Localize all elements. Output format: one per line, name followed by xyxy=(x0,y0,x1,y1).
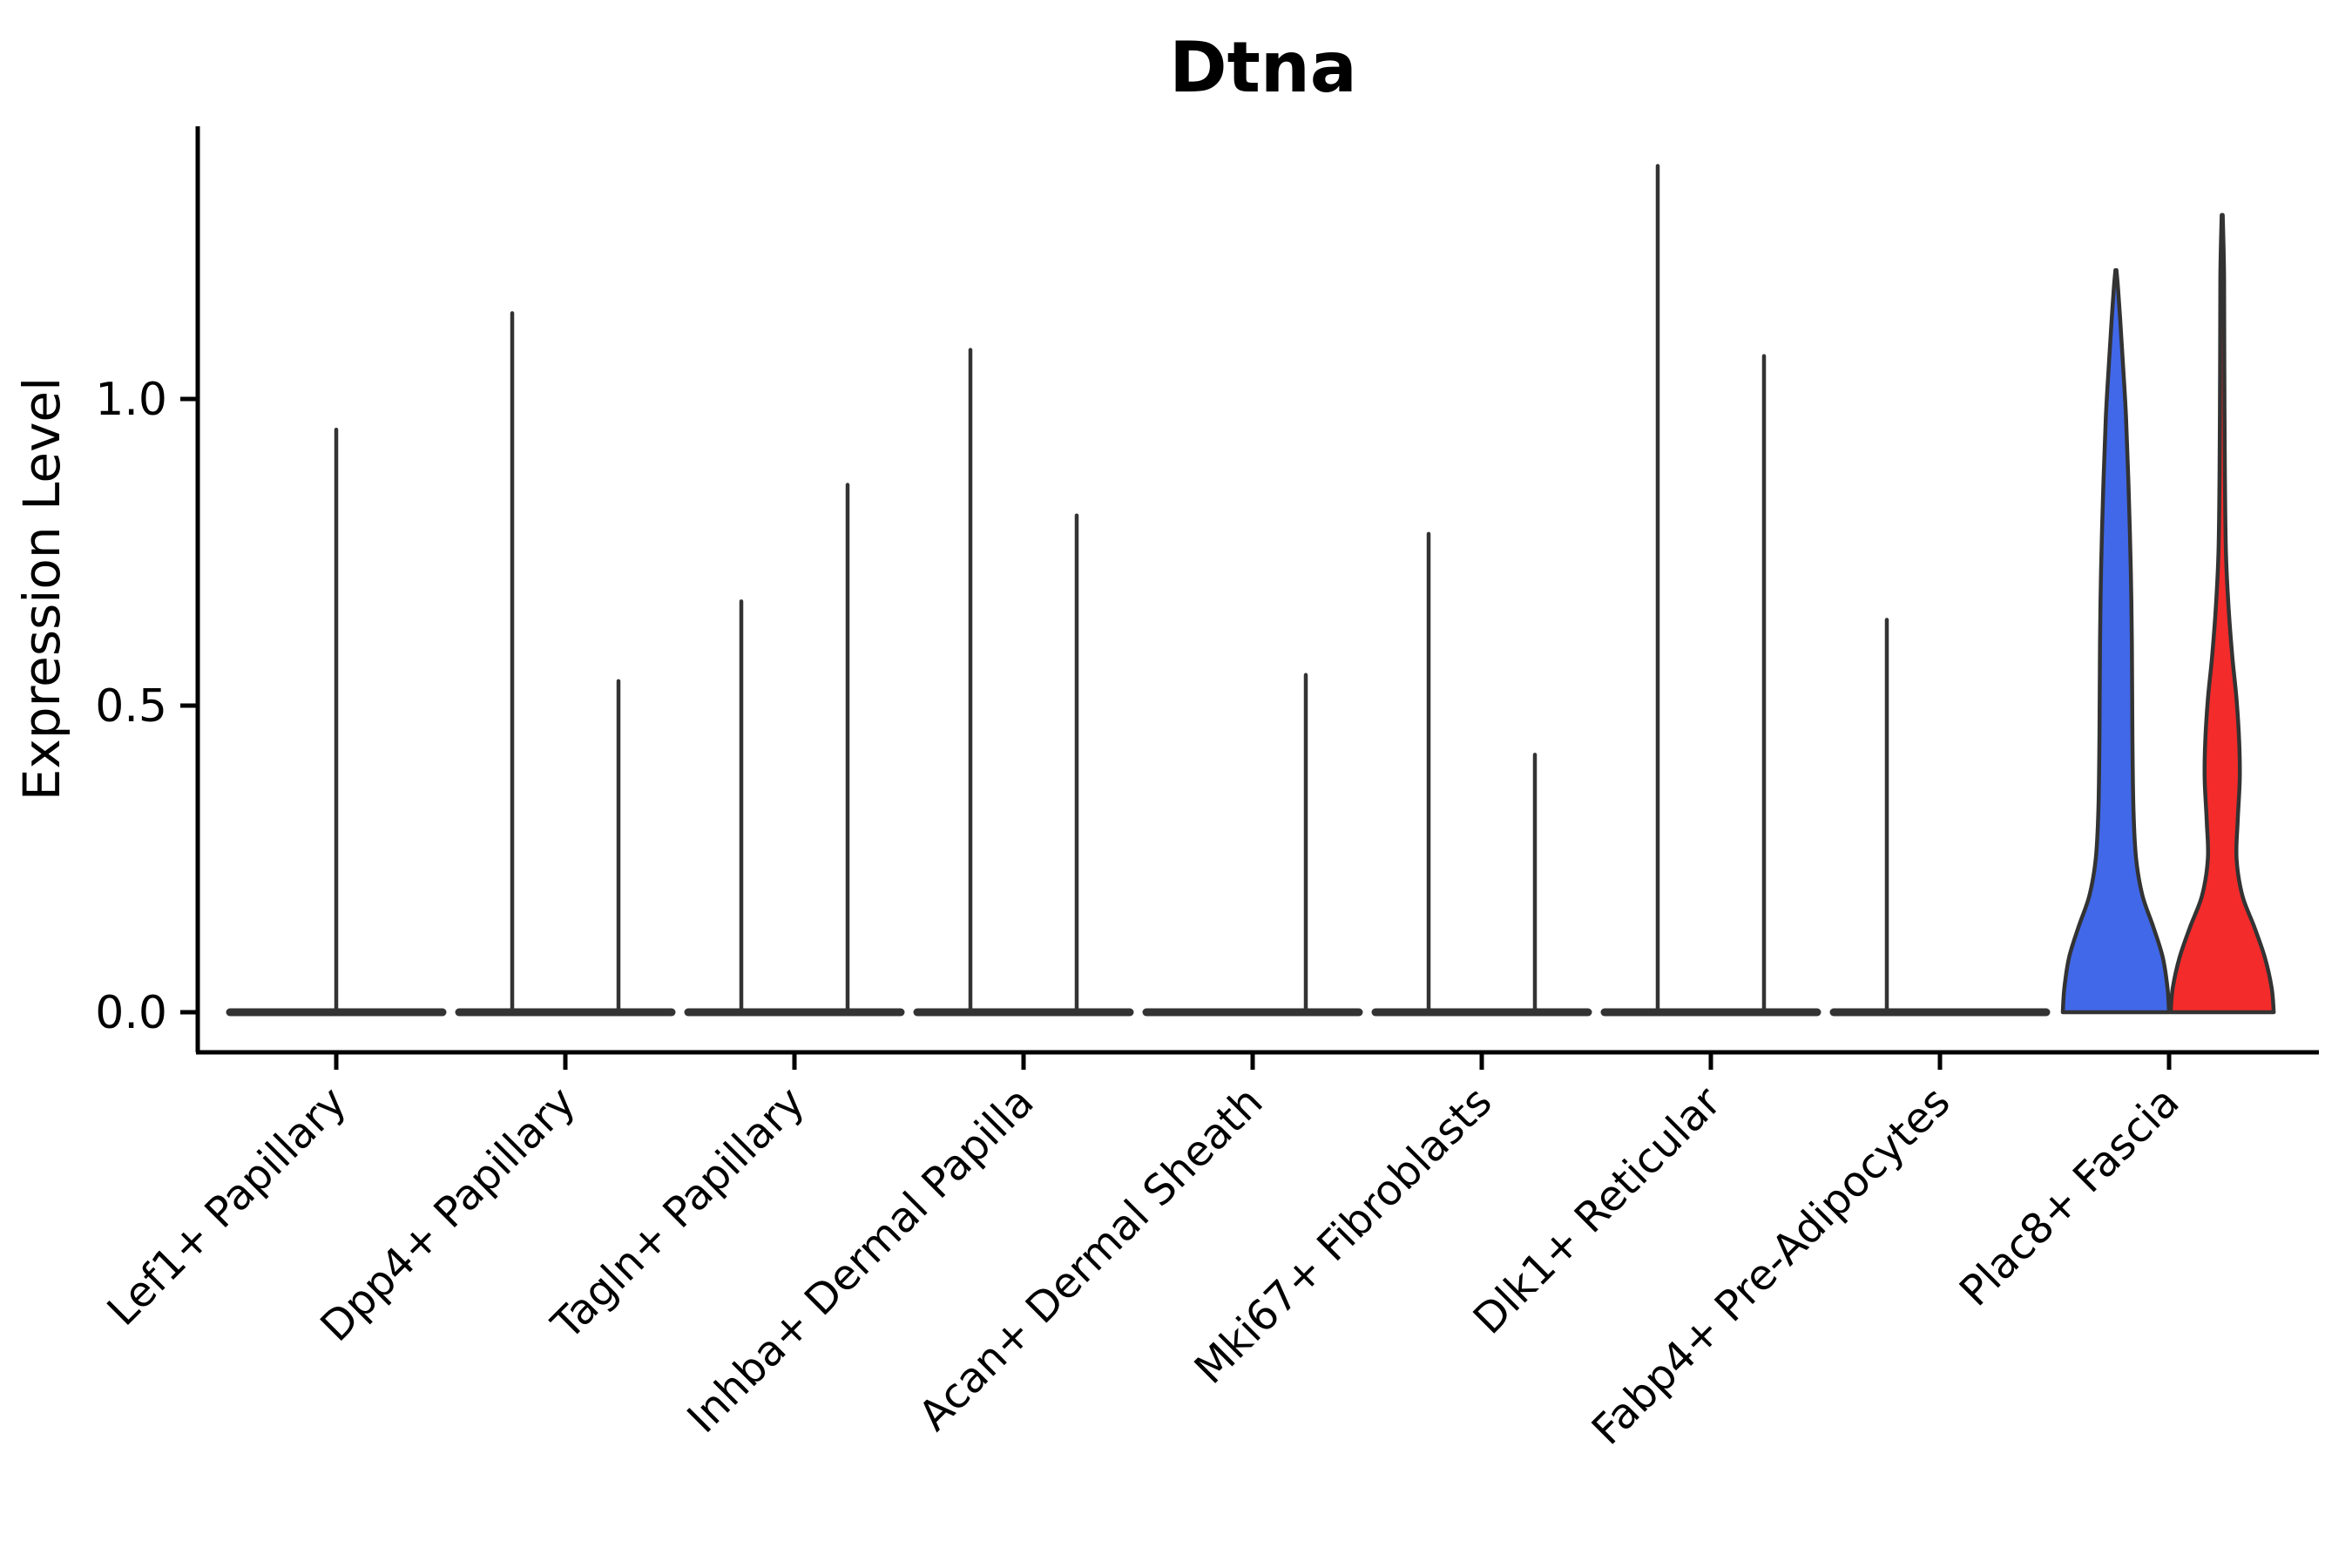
y-axis-label: Expression Level xyxy=(12,377,71,801)
x-tick-label: Dlk1+ Reticular xyxy=(1464,1078,1731,1344)
x-tick-label: Plac8+ Fascia xyxy=(1950,1078,2189,1316)
chart-title: Dtna xyxy=(1169,27,1357,108)
y-tick-label: 0.0 xyxy=(95,987,167,1039)
violin-blue xyxy=(2060,267,2172,1015)
violin-red xyxy=(2168,213,2276,1015)
x-tick-label: Dpp4+ Papillary xyxy=(311,1078,585,1351)
x-tick-label: Lef1+ Papillary xyxy=(98,1078,356,1335)
y-tick-label: 0.5 xyxy=(95,680,167,733)
x-tick-label: Tagln+ Papillary xyxy=(542,1078,814,1349)
y-tick-label: 1.0 xyxy=(95,374,167,426)
